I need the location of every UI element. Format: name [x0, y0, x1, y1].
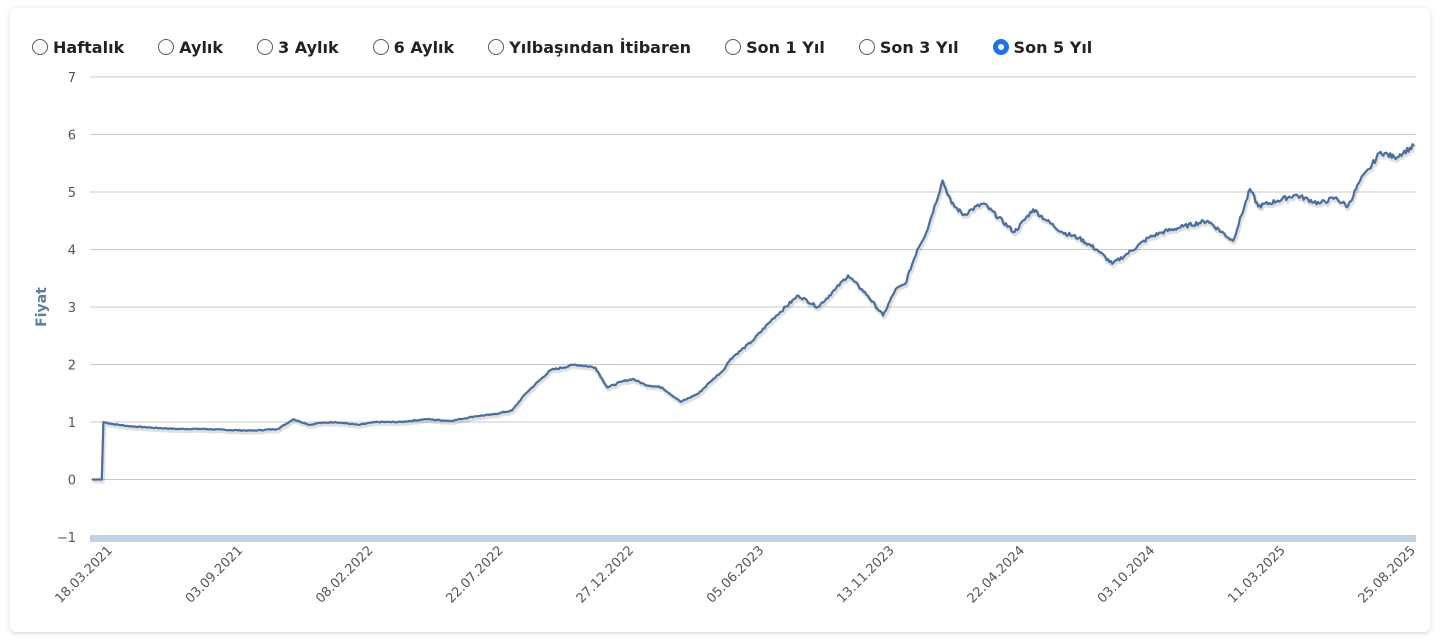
range-option[interactable]: 6 Aylık	[372, 37, 455, 57]
y-tick-label: 0	[68, 474, 76, 489]
y-axis-label: Fiyat	[34, 287, 50, 327]
x-tick-label: 22.07.2022	[443, 543, 506, 606]
y-tick-label: 6	[68, 129, 76, 144]
range-option[interactable]: Aylık	[158, 38, 223, 57]
y-tick-label: 5	[68, 186, 76, 201]
y-tick-label: 1	[68, 416, 76, 431]
y-tick-label: −1	[57, 531, 76, 546]
x-tick-label: 08.02.2022	[313, 543, 376, 606]
y-tick-label: 3	[68, 301, 76, 316]
range-option[interactable]: Son 1 Yıl	[725, 38, 825, 57]
radio-unselected-icon[interactable]	[32, 39, 48, 55]
x-tick-label: 18.03.2021	[53, 543, 116, 606]
y-tick-label: 7	[68, 71, 76, 86]
series-line-shadow	[92, 144, 1417, 484]
series-line	[92, 143, 1415, 481]
y-tick-label: 4	[68, 244, 76, 259]
range-option-label: Son 1 Yıl	[746, 37, 825, 57]
range-option[interactable]: Yılbaşından İtibaren	[488, 38, 691, 57]
range-option[interactable]: Son 5 Yıl	[992, 37, 1093, 57]
range-option-label: Yılbaşından İtibaren	[509, 37, 692, 57]
range-selector: Haftalık Aylık 3 Aylık 6 Aylık Yılbaşından İ…	[32, 32, 1126, 62]
radio-unselected-icon[interactable]	[158, 39, 175, 55]
radio-unselected-icon[interactable]	[725, 39, 742, 55]
range-option-label: Son 5 Yıl	[1013, 37, 1093, 57]
radio-unselected-icon[interactable]	[257, 39, 274, 55]
radio-selected-icon[interactable]	[992, 39, 1009, 55]
range-option-label: 3 Aylık	[278, 37, 339, 57]
x-tick-label: 03.10.2024	[1095, 543, 1158, 606]
range-option[interactable]: Son 3 Yıl	[858, 37, 959, 57]
x-axis-line	[90, 535, 1416, 542]
range-option-label: Haftalık	[53, 37, 125, 57]
y-tick-label: 2	[68, 359, 76, 374]
range-option[interactable]: Haftalık	[32, 38, 124, 57]
range-option[interactable]: 3 Aylık	[257, 38, 339, 57]
range-option-label: 6 Aylık	[393, 37, 455, 57]
x-tick-label: 22.04.2024	[965, 543, 1028, 606]
x-tick-label: 05.06.2023	[704, 543, 767, 606]
radio-unselected-icon[interactable]	[372, 39, 389, 55]
price-chart: −1 0 1 2 3 4 5 6 7 Fiyat 18.03.2021 03.09.2021 08.02…	[34, 71, 1419, 606]
range-option-label: Son 3 Yıl	[879, 37, 959, 57]
x-tick-label: 11.03.2025	[1225, 543, 1288, 606]
range-option-label: Aylık	[179, 37, 224, 57]
radio-unselected-icon[interactable]	[858, 39, 875, 55]
x-tick-label: 13.11.2023	[834, 543, 897, 606]
x-tick-label: 25.08.2025	[1356, 543, 1419, 606]
x-tick-label: 27.12.2022	[574, 543, 637, 606]
x-tick-label: 03.09.2021	[183, 543, 246, 606]
radio-unselected-icon[interactable]	[488, 39, 505, 55]
chart-card: −1 0 1 2 3 4 5 6 7 Fiyat 18.03.2021 03.09.2021 08.02…	[10, 8, 1430, 632]
